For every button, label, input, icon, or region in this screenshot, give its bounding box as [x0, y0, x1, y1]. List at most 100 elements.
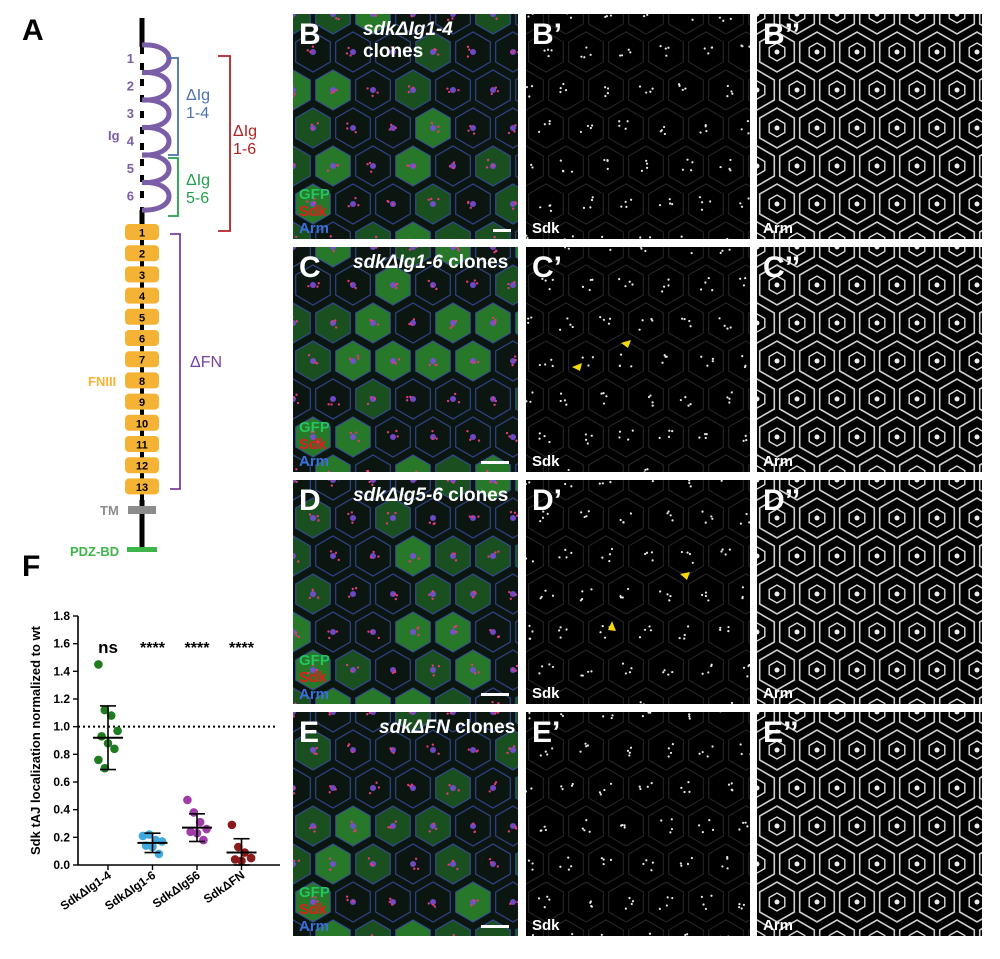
- fniii-domain-6: [125, 330, 159, 346]
- fniii-number-5: 5: [139, 312, 145, 324]
- tm-domain: [128, 506, 156, 514]
- micrograph-d-merge: D sdkΔIg5-6 clones GFP Sdk Arm: [293, 480, 518, 704]
- fniii-number-3: 3: [139, 270, 145, 282]
- micrograph-d-sdk-image: [526, 480, 750, 704]
- data-point: [195, 817, 205, 827]
- pdz-label: PDZ-BD: [70, 544, 119, 559]
- fniii-domain-2: [125, 245, 159, 262]
- bracket-fn: [170, 233, 181, 490]
- arm-label-b: Arm: [763, 220, 794, 237]
- panel-letter-c2: C’’: [763, 251, 801, 284]
- row-title-d: sdkΔIg5-6 clones: [353, 485, 509, 506]
- bracket-ig14-label-1: ΔIg: [186, 87, 210, 104]
- micrograph-e-arm-image: [757, 712, 982, 936]
- fniii-domain-10: [125, 414, 159, 431]
- ig-domain-5: [141, 152, 172, 186]
- micrograph-c-arm: C’’ Arm: [757, 247, 982, 472]
- fniii-number-12: 12: [136, 461, 148, 473]
- data-point: [199, 835, 208, 845]
- fniii-domain-5: [125, 308, 159, 325]
- data-point: [154, 849, 164, 859]
- ig-domain-1: [141, 42, 172, 76]
- arm-label-d: Arm: [763, 685, 794, 702]
- ig-label: Ig: [108, 128, 120, 143]
- y-tick-label: 0.4: [53, 803, 70, 817]
- panel-letter-c: C: [299, 251, 321, 284]
- bracket-ig56: [168, 157, 179, 217]
- fniii-number-11: 11: [136, 440, 148, 452]
- data-point: [234, 842, 243, 852]
- data-point: [230, 855, 240, 864]
- ig-number-6: 6: [127, 188, 134, 203]
- micrograph-c-merge-image: [293, 247, 518, 472]
- significance-label: ****: [185, 640, 211, 657]
- yellow-arrows-d: [608, 572, 690, 631]
- row-title-c: sdkΔIg1-6 clones: [353, 252, 509, 273]
- row-title-e: sdkΔFN clones: [379, 717, 516, 738]
- ig-number-5: 5: [127, 161, 134, 176]
- significance-label: ****: [229, 640, 255, 657]
- data-point: [183, 795, 192, 805]
- scale-bar: [493, 229, 511, 232]
- ig-domain-3: [141, 97, 172, 131]
- fniii-number-10: 10: [136, 418, 148, 430]
- scale-bar: [481, 925, 509, 928]
- channel-legend-c: GFP Sdk Arm: [299, 419, 330, 470]
- fniii-number-13: 13: [136, 482, 148, 494]
- data-point: [94, 755, 103, 765]
- bracket-fn-label: ΔFN: [190, 354, 222, 371]
- x-tick-label: SdkΔIg56: [150, 868, 203, 911]
- ig-number-1: 1: [127, 51, 134, 66]
- fniii-domain-13: [125, 478, 159, 495]
- micrograph-c-sdk: C’ Sdk: [526, 247, 750, 472]
- arm-label-e: Arm: [763, 917, 794, 934]
- scatter-chart: 0.0 0.2 0.4 0.6 0.8 1.0 1.2 1.4 1.6 1.8 Sdk tAJ lo…: [28, 609, 280, 913]
- data-point: [110, 744, 119, 754]
- channel-legend-d: GFP Sdk Arm: [299, 652, 330, 703]
- micrograph-d-sdk: D’ Sdk: [526, 480, 750, 704]
- micrograph-e-merge: E sdkΔFN clones GFP Sdk Arm: [293, 712, 518, 936]
- fniii-domain-7: [125, 351, 159, 368]
- data-point: [113, 726, 122, 736]
- panel-letter-d1: D’: [532, 484, 562, 517]
- micrograph-d-arm-image: [757, 480, 982, 704]
- fniii-number-2: 2: [139, 249, 145, 261]
- ig-domains: [141, 42, 172, 213]
- y-tick-label: 0.0: [53, 858, 70, 872]
- chart-marks: ns **** **** ****: [93, 638, 257, 866]
- panel-letter-d: D: [299, 484, 321, 517]
- ig-domain-2: [141, 69, 172, 103]
- fniii-domain-8: [125, 372, 159, 389]
- y-tick-label: 1.2: [53, 692, 70, 706]
- panel-letter-c1: C’: [532, 251, 562, 284]
- panel-letter-b: B: [299, 18, 321, 51]
- bracket-ig16-label-1: ΔIg: [233, 123, 257, 140]
- micrograph-e-sdk: E’ Sdk: [526, 712, 750, 936]
- micrograph-b-arm: B’’ Arm: [757, 14, 982, 239]
- bracket-ig14-label-2: 1-4: [186, 105, 209, 122]
- ig-number-3: 3: [127, 106, 134, 121]
- channel-legend-e: GFP Sdk Arm: [299, 884, 330, 935]
- data-point: [97, 732, 106, 741]
- fniii-number-9: 9: [139, 397, 145, 409]
- scale-bar: [481, 461, 509, 464]
- data-point: [227, 820, 237, 830]
- significance-label: ****: [140, 640, 166, 657]
- micrograph-b-sdk-image: [526, 14, 750, 239]
- yellow-arrows-c: [572, 340, 631, 371]
- significance-label: ns: [98, 638, 118, 657]
- pdz-domain: [127, 547, 157, 552]
- micrograph-c-arm-image: [757, 247, 982, 472]
- bracket-ig56-label-1: ΔIg: [186, 172, 210, 189]
- y-tick-label: 1.0: [53, 720, 70, 734]
- sdk-label-b: Sdk: [532, 220, 560, 237]
- micrograph-c-merge: C sdkΔIg1-6 clones GFP Sdk Arm: [293, 247, 518, 472]
- micrograph-b-merge: B sdkΔIg1-4 clones GFP Sdk Arm: [293, 14, 518, 239]
- fniii-domain-11: [125, 436, 159, 452]
- micrograph-b-merge-image: [293, 14, 518, 239]
- fniii-number-4: 4: [139, 291, 146, 303]
- ig-number-2: 2: [127, 78, 134, 93]
- fniii-domain-9: [125, 393, 159, 410]
